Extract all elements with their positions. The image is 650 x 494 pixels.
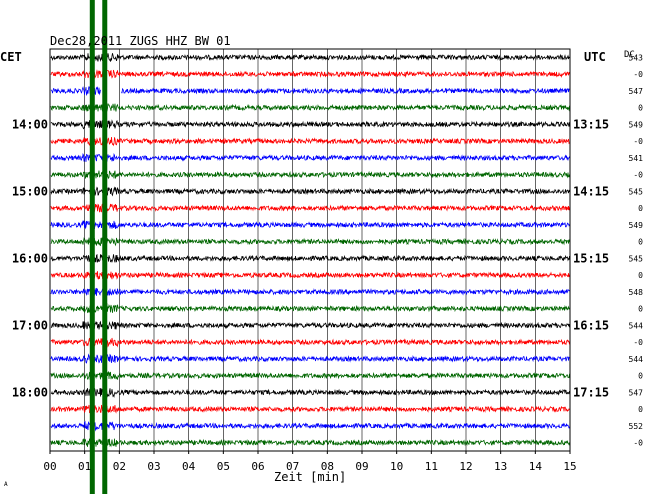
dc-value: 543 — [629, 53, 644, 62]
seismogram-traces — [50, 53, 570, 448]
trace-row-3 — [50, 103, 570, 112]
trace-row-16 — [50, 320, 570, 331]
trace-row-0 — [50, 53, 570, 62]
dc-value: 549 — [629, 221, 644, 230]
x-tick-label: 05 — [217, 460, 230, 473]
axis-labels: 00 01 02 03 04 05 06 07 08 09 10 11 12 13 14 1514:0015:… — [12, 53, 643, 473]
dc-value: 0 — [638, 104, 643, 113]
dc-value: 548 — [629, 288, 644, 297]
dc-value: -0 — [633, 338, 643, 347]
x-tick-label: 03 — [147, 460, 160, 473]
right-axis-label: UTC — [584, 50, 606, 64]
dc-value: 0 — [638, 271, 643, 280]
trace-row-15 — [50, 302, 570, 314]
x-axis-title: Zeit [min] — [274, 470, 346, 484]
trace-row-6 — [50, 153, 570, 162]
right-hour-label: 13:15 — [573, 117, 609, 131]
x-tick-label: 07 — [286, 460, 299, 473]
plot-frame — [49, 48, 571, 452]
dc-value: 0 — [638, 405, 643, 414]
trace-row-23 — [50, 438, 570, 448]
left-hour-label: 14:00 — [12, 117, 48, 131]
event-markers — [89, 0, 108, 494]
right-hour-label: 16:15 — [573, 318, 609, 332]
dc-value: 0 — [638, 238, 643, 247]
trace-row-8 — [50, 186, 570, 197]
x-tick-label: 04 — [182, 460, 196, 473]
x-tick-label: 10 — [390, 460, 403, 473]
trace-row-21 — [50, 404, 570, 414]
trace-row-22 — [50, 420, 570, 432]
trace-row-13 — [50, 270, 570, 281]
trace-row-9 — [50, 202, 570, 213]
x-tick-label: 14 — [529, 460, 543, 473]
trace-row-12 — [50, 253, 570, 264]
right-hour-label: 15:15 — [573, 251, 609, 265]
x-tick-label: 15 — [563, 460, 576, 473]
x-tick-label: 12 — [459, 460, 472, 473]
trace-row-1 — [50, 69, 570, 79]
trace-row-18 — [50, 353, 570, 364]
x-tick-label: 08 — [321, 460, 334, 473]
left-hour-label: 18:00 — [12, 385, 48, 399]
trace-row-11 — [50, 236, 570, 247]
x-tick-label: 01 — [78, 460, 91, 473]
dc-value: 0 — [638, 305, 643, 314]
corner-mark: A — [4, 481, 8, 488]
x-tick-label: 09 — [355, 460, 368, 473]
chart-title: Dec28,2011 ZUGS HHZ BW 01 — [50, 34, 231, 48]
dc-value: -0 — [633, 137, 643, 146]
dc-value: 541 — [629, 154, 644, 163]
left-hour-label: 17:00 — [12, 318, 48, 332]
dc-value: 544 — [629, 321, 644, 330]
x-tick-label: 00 — [43, 460, 56, 473]
left-hour-label: 15:00 — [12, 184, 48, 198]
trace-row-20 — [50, 388, 570, 399]
trace-row-7 — [50, 170, 570, 180]
trace-row-14 — [50, 287, 570, 296]
dc-value: -0 — [633, 70, 643, 79]
x-tick-label: 02 — [113, 460, 126, 473]
trace-row-2 — [50, 85, 570, 96]
trace-row-4 — [50, 119, 570, 130]
dc-value: 545 — [629, 187, 644, 196]
trace-row-17 — [50, 337, 570, 348]
plot-grid — [49, 48, 571, 452]
right-hour-label: 17:15 — [573, 385, 609, 399]
dc-value: 547 — [629, 87, 644, 96]
dc-value: 545 — [629, 254, 644, 263]
dc-value: -0 — [633, 439, 643, 448]
dc-value: 552 — [629, 422, 644, 431]
x-tick-label: 13 — [494, 460, 507, 473]
dc-value: 547 — [629, 388, 644, 397]
dc-value: 0 — [638, 372, 643, 381]
x-tick-label: 06 — [251, 460, 264, 473]
trace-row-10 — [50, 220, 570, 230]
dc-value: 549 — [629, 120, 644, 129]
dc-value: -0 — [633, 171, 643, 180]
trace-row-19 — [50, 371, 570, 380]
left-hour-label: 16:00 — [12, 251, 48, 265]
right-hour-label: 14:15 — [573, 184, 609, 198]
x-tick-label: 11 — [425, 460, 438, 473]
trace-row-5 — [50, 135, 570, 147]
left-axis-label: CET — [0, 50, 22, 64]
dc-value: 544 — [629, 355, 644, 364]
dc-value: 0 — [638, 204, 643, 213]
dc-label: DC — [624, 50, 635, 60]
